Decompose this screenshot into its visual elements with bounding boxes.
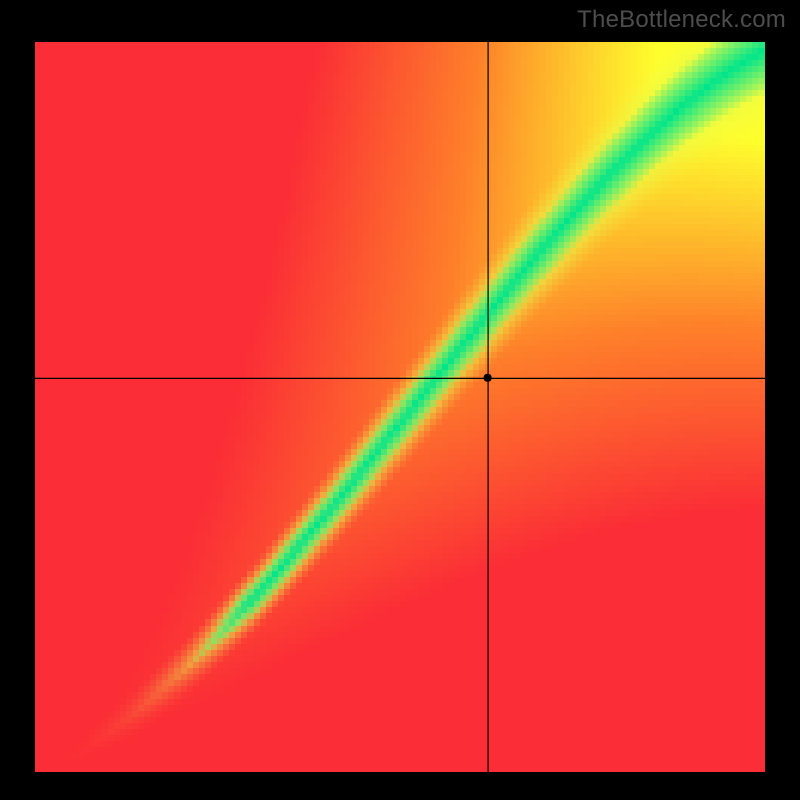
heatmap-frame [35, 42, 765, 772]
attribution-text: TheBottleneck.com [577, 6, 786, 34]
chart-container: TheBottleneck.com [0, 0, 800, 800]
heatmap-canvas [35, 42, 765, 772]
